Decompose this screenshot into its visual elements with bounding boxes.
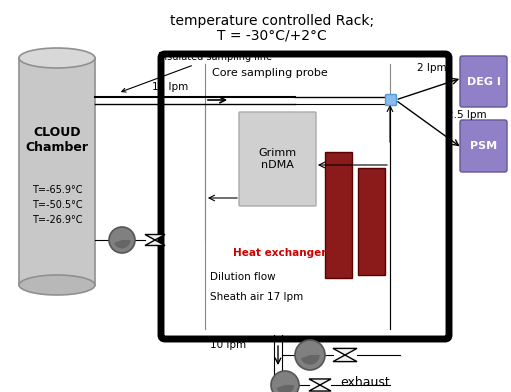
Text: T=-65.9°C
T=-50.5°C
T=-26.9°C: T=-65.9°C T=-50.5°C T=-26.9°C (32, 185, 82, 225)
Text: 2.5 lpm: 2.5 lpm (447, 110, 486, 120)
Text: T = -30°C/+2°C: T = -30°C/+2°C (217, 28, 327, 42)
Circle shape (271, 371, 299, 392)
Bar (358, 168, 385, 275)
Wedge shape (114, 240, 130, 249)
FancyBboxPatch shape (460, 120, 507, 172)
Circle shape (295, 340, 325, 370)
FancyBboxPatch shape (385, 94, 397, 105)
Bar (325, 152, 352, 278)
Polygon shape (333, 355, 357, 361)
Ellipse shape (19, 48, 95, 68)
Bar (19, 58, 95, 285)
Text: exhaust: exhaust (340, 376, 390, 390)
Text: Core sampling probe: Core sampling probe (212, 68, 328, 78)
Polygon shape (145, 240, 165, 245)
Text: Heat exchanger: Heat exchanger (233, 248, 327, 258)
FancyBboxPatch shape (460, 56, 507, 107)
Text: 12 lpm: 12 lpm (152, 82, 188, 92)
Polygon shape (333, 348, 357, 355)
Circle shape (109, 227, 135, 253)
FancyBboxPatch shape (161, 54, 449, 339)
Wedge shape (276, 385, 294, 392)
Text: Sheath air 17 lpm: Sheath air 17 lpm (210, 292, 303, 302)
Text: 2 lpm: 2 lpm (417, 63, 447, 73)
Polygon shape (309, 385, 331, 391)
Text: Insulated sampling line: Insulated sampling line (122, 52, 272, 92)
Text: Grimm
nDMA: Grimm nDMA (259, 148, 296, 170)
Text: temperature controlled Rack;: temperature controlled Rack; (170, 14, 374, 28)
Text: 10 lpm: 10 lpm (210, 340, 246, 350)
Polygon shape (145, 234, 165, 240)
Ellipse shape (19, 275, 95, 295)
Text: Dilution flow: Dilution flow (210, 272, 275, 282)
Text: DEG I: DEG I (467, 76, 500, 87)
Text: PSM: PSM (470, 141, 497, 151)
Wedge shape (301, 355, 320, 365)
FancyBboxPatch shape (239, 112, 316, 206)
Polygon shape (309, 379, 331, 385)
Text: CLOUD
Chamber: CLOUD Chamber (26, 126, 88, 154)
